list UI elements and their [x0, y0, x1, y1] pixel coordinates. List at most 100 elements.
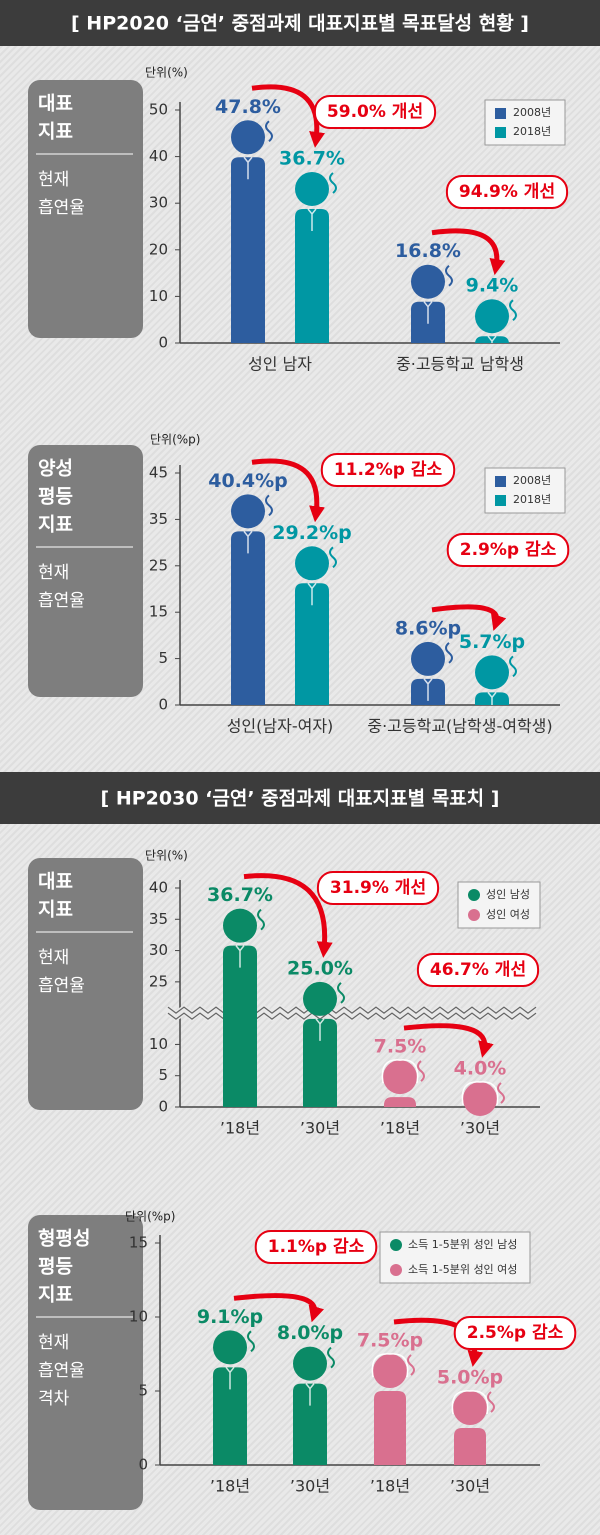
- figure-body: [231, 531, 265, 705]
- legend-marker: [495, 495, 506, 506]
- y-tick-label: 25: [149, 556, 168, 574]
- legend-marker: [468, 909, 480, 921]
- smoke: [265, 494, 273, 517]
- figure-head: [411, 264, 445, 299]
- y-tick-label: 5: [158, 649, 168, 667]
- figure-bar: [231, 120, 273, 343]
- measure-label: 격차: [38, 1389, 70, 1409]
- y-tick-label: 0: [158, 1098, 168, 1116]
- value-label: 5.7%p: [459, 631, 525, 653]
- y-tick-label: 20: [149, 240, 168, 258]
- value-label: 5.0%p: [437, 1367, 503, 1389]
- legend-marker: [390, 1239, 402, 1251]
- y-tick-label: 15: [129, 1234, 148, 1252]
- figure-bar: [293, 1346, 335, 1465]
- legend-label: 소득 1-5분위 성인 남성: [408, 1238, 517, 1251]
- measure-label: 흡연율: [38, 198, 85, 218]
- arrow: [403, 1023, 494, 1058]
- figure-bar: [475, 655, 517, 705]
- value-label: 16.8%: [395, 240, 461, 262]
- figure-bar: [371, 1353, 415, 1465]
- value-label: 29.2%p: [272, 522, 352, 544]
- figure-bar: [461, 1081, 505, 1116]
- x-tick-label: 성인 남자: [248, 355, 312, 374]
- smoke: [509, 299, 517, 321]
- figure-hair: [381, 1059, 419, 1084]
- annotation-box: [453, 1316, 577, 1350]
- y-tick-label: 30: [149, 941, 168, 959]
- figure-head: [475, 655, 509, 690]
- legend-label: 2018년: [513, 493, 551, 506]
- measure-label: 흡연율: [38, 1361, 85, 1381]
- figure-body: [223, 945, 257, 1107]
- x-tick-label: ’18년: [380, 1119, 420, 1138]
- x-tick-label: 성인(남자-여자): [227, 717, 334, 736]
- indicator-label: 양성: [38, 458, 73, 480]
- annotation: 59.0% 개선: [327, 102, 423, 122]
- figure-bar: [411, 641, 453, 705]
- figure-tie: [423, 678, 433, 701]
- annotation-box: [445, 175, 569, 209]
- figure-bar: [213, 1330, 255, 1465]
- smoke: [417, 1060, 425, 1082]
- x-tick-label: ’30년: [300, 1119, 340, 1138]
- arrow: [251, 84, 325, 148]
- measure-label: 현재: [38, 563, 69, 583]
- annotation-box: [416, 953, 540, 987]
- y-tick-label: 5: [138, 1382, 148, 1400]
- value-label: 36.7%: [279, 147, 345, 169]
- y-tick-label: 25: [149, 972, 168, 990]
- y-tick-label: 10: [149, 287, 168, 305]
- indicator-label: 지표: [38, 514, 73, 536]
- figure-head: [475, 299, 509, 334]
- figure-bar: [295, 171, 337, 343]
- arrow: [431, 604, 507, 631]
- figure-tie: [315, 1018, 325, 1041]
- indicator-label: 지표: [38, 899, 73, 921]
- figure-body: [295, 208, 329, 343]
- smoke: [445, 642, 453, 664]
- section-title: [ HP2020 ‘금연’ 중점과제 대표지표별 목표달성 현황 ]: [71, 12, 529, 35]
- indicator-box: [28, 80, 143, 338]
- value-label: 9.1%p: [197, 1306, 263, 1328]
- section-header: [0, 0, 600, 46]
- y-tick-label: 10: [149, 1035, 168, 1053]
- value-label: 36.7%: [207, 884, 273, 906]
- figure-head: [383, 1060, 417, 1095]
- y-tick-label: 35: [149, 910, 168, 928]
- unit-label: 단위(%): [145, 66, 188, 80]
- figure-body: [293, 1383, 327, 1465]
- smoke: [497, 1082, 505, 1104]
- annotation-box: [254, 1230, 378, 1264]
- annotation: 1.1%p 감소: [268, 1237, 365, 1257]
- section-title: [ HP2030 ‘금연’ 중점과제 대표지표별 목표치 ]: [101, 788, 500, 810]
- indicator-box: [28, 445, 143, 697]
- annotation: 31.9% 개선: [330, 878, 426, 898]
- figure-body: [384, 1097, 416, 1107]
- indicator-label: 평등: [38, 1256, 73, 1278]
- measure-label: 흡연율: [38, 976, 85, 996]
- y-tick-label: 5: [158, 1066, 168, 1084]
- y-tick-label: 50: [149, 101, 168, 119]
- figure-head: [231, 120, 265, 155]
- figure-bar: [231, 494, 273, 705]
- x-tick-label: ’30년: [450, 1477, 490, 1496]
- annotation: 2.9%p 감소: [460, 540, 557, 560]
- x-tick-label: ’18년: [370, 1477, 410, 1496]
- smoke: [487, 1391, 495, 1413]
- annotation-box: [320, 453, 456, 487]
- figure-head: [463, 1081, 497, 1116]
- y-tick-label: 30: [149, 194, 168, 212]
- figure-tie: [243, 530, 253, 554]
- annotation: 11.2%p 감소: [334, 460, 443, 480]
- legend-marker: [495, 108, 506, 119]
- legend-label: 2008년: [513, 474, 551, 487]
- figure-head: [411, 641, 445, 676]
- unit-label: 단위(%p): [125, 1210, 175, 1224]
- annotation-box: [316, 871, 440, 905]
- figure-head: [453, 1391, 487, 1425]
- indicator-label: 지표: [38, 1284, 73, 1306]
- annotation-box: [446, 533, 570, 567]
- figure-tie: [243, 156, 253, 180]
